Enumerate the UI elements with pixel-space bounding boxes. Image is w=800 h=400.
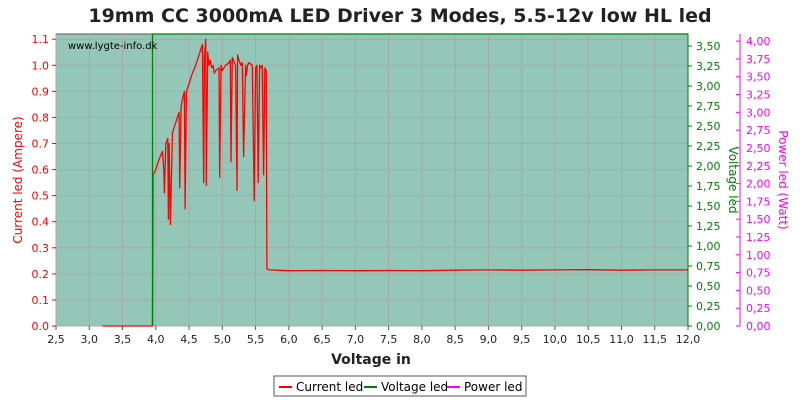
- y-right-power-tick-label: 1,50: [746, 213, 771, 226]
- x-tick-label: 3,5: [114, 333, 132, 346]
- y-right-voltage-tick-label: 2,50: [696, 120, 721, 133]
- y-right-power-tick-label: 0,00: [746, 320, 771, 333]
- y-left-tick-label: 0.0: [32, 320, 50, 333]
- y-right-power-tick-label: 0,75: [746, 267, 771, 280]
- axes: 2,5 3,0 3,5 4,0 4,5 5,0 5,5 6,0 6,5 7,0 7,5 8,0 8,5 9…: [32, 33, 771, 346]
- y-right-power-tick-label: 2,50: [746, 142, 771, 155]
- x-tick-label: 11,5: [642, 333, 667, 346]
- x-tick-label: 9,0: [480, 333, 498, 346]
- legend-label-voltage: Voltage led: [381, 380, 448, 394]
- y-axis-label-right-power: Power led (Watt): [776, 130, 790, 229]
- x-tick-label: 12,0: [676, 333, 701, 346]
- x-tick-label: 4,0: [147, 333, 165, 346]
- x-tick-label: 5,5: [247, 333, 265, 346]
- y-right-power-tick-label: 1,25: [746, 231, 771, 244]
- y-right-power-tick-label: 0,50: [746, 284, 771, 297]
- y-left-tick-label: 0.7: [32, 138, 50, 151]
- y-right-voltage-tick-label: 1,00: [696, 240, 721, 253]
- y-right-voltage-tick-label: 3,50: [696, 40, 721, 53]
- y-left-tick-label: 1.0: [32, 59, 50, 72]
- x-tick-label: 3,0: [81, 333, 99, 346]
- y-right-power-tick-label: 3,50: [746, 71, 771, 84]
- y-right-power-tick-label: 3,25: [746, 89, 771, 102]
- chart-title: 19mm CC 3000mA LED Driver 3 Modes, 5.5-1…: [88, 5, 711, 27]
- y-right-voltage-tick-label: 0,00: [696, 320, 721, 333]
- x-tick-label: 7,0: [347, 333, 365, 346]
- x-tick-label: 8,0: [413, 333, 431, 346]
- y-left-tick-label: 0.2: [32, 268, 50, 281]
- x-tick-label: 7,5: [380, 333, 398, 346]
- y-left-tick-label: 0.9: [32, 85, 50, 98]
- y-right-voltage-tick-label: 0,50: [696, 280, 721, 293]
- y-right-power-tick-label: 1,00: [746, 249, 771, 262]
- x-tick-label: 11,0: [609, 333, 634, 346]
- x-tick-label: 9,5: [513, 333, 531, 346]
- legend-label-current: Current led: [296, 380, 363, 394]
- y-left-tick-label: 0.4: [32, 216, 50, 229]
- y-left-tick-label: 1.1: [32, 33, 50, 46]
- x-tick-label: 5,0: [214, 333, 232, 346]
- legend-box: [273, 375, 527, 397]
- y-left-tick-label: 0.5: [32, 190, 50, 203]
- series-voltage-line: [151, 33, 688, 326]
- y-right-power-tick-label: 0,25: [746, 302, 771, 315]
- y-right-voltage-tick-label: 2,25: [696, 140, 721, 153]
- y-right-voltage-tick-label: 0,25: [696, 300, 721, 313]
- x-tick-label: 10,5: [576, 333, 601, 346]
- legend: Current led Voltage led Power led: [273, 375, 527, 397]
- y-left-tick-label: 0.3: [32, 242, 50, 255]
- x-tick-label: 8,5: [446, 333, 464, 346]
- x-tick-label: 4,5: [180, 333, 198, 346]
- x-tick-label: 6,0: [280, 333, 298, 346]
- y-right-power-tick-label: 2,25: [746, 160, 771, 173]
- y-right-voltage-tick-label: 0,75: [696, 260, 721, 273]
- watermark: www.lygte-info.dk: [68, 41, 158, 52]
- y-right-power-tick-label: 2,00: [746, 178, 771, 191]
- x-tick-label: 10,0: [543, 333, 568, 346]
- y-right-power-tick-label: 2,75: [746, 124, 771, 137]
- y-axis-label-left: Current led (Ampere): [11, 116, 25, 243]
- series-layer: [102, 33, 688, 327]
- y-axis-label-right-voltage: Voltage led: [726, 146, 740, 213]
- legend-label-power: Power led: [464, 380, 522, 394]
- series-current-line: [102, 38, 688, 327]
- y-left-tick-label: 0.8: [32, 111, 50, 124]
- y-right-voltage-tick-label: 3,25: [696, 60, 721, 73]
- x-axis-label: Voltage in: [331, 352, 411, 368]
- y-left-tick-label: 0.1: [32, 294, 50, 307]
- y-right-voltage-tick-label: 2,75: [696, 100, 721, 113]
- y-right-voltage-tick-label: 3,00: [696, 80, 721, 93]
- y-right-voltage-tick-label: 1,75: [696, 180, 721, 193]
- y-right-power-tick-label: 3,00: [746, 106, 771, 119]
- y-right-power-tick-label: 4,00: [746, 35, 771, 48]
- grid: [55, 34, 689, 327]
- y-right-voltage-tick-label: 1,25: [696, 220, 721, 233]
- y-right-power-tick-label: 1,75: [746, 195, 771, 208]
- plot-area: [55, 33, 689, 327]
- x-tick-label: 6,5: [313, 333, 331, 346]
- y-left-tick-label: 0.6: [32, 164, 50, 177]
- x-tick-label: 2,5: [47, 333, 65, 346]
- y-right-voltage-tick-label: 1,50: [696, 200, 721, 213]
- y-right-power-tick-label: 3,75: [746, 53, 771, 66]
- y-right-voltage-tick-label: 2,00: [696, 160, 721, 173]
